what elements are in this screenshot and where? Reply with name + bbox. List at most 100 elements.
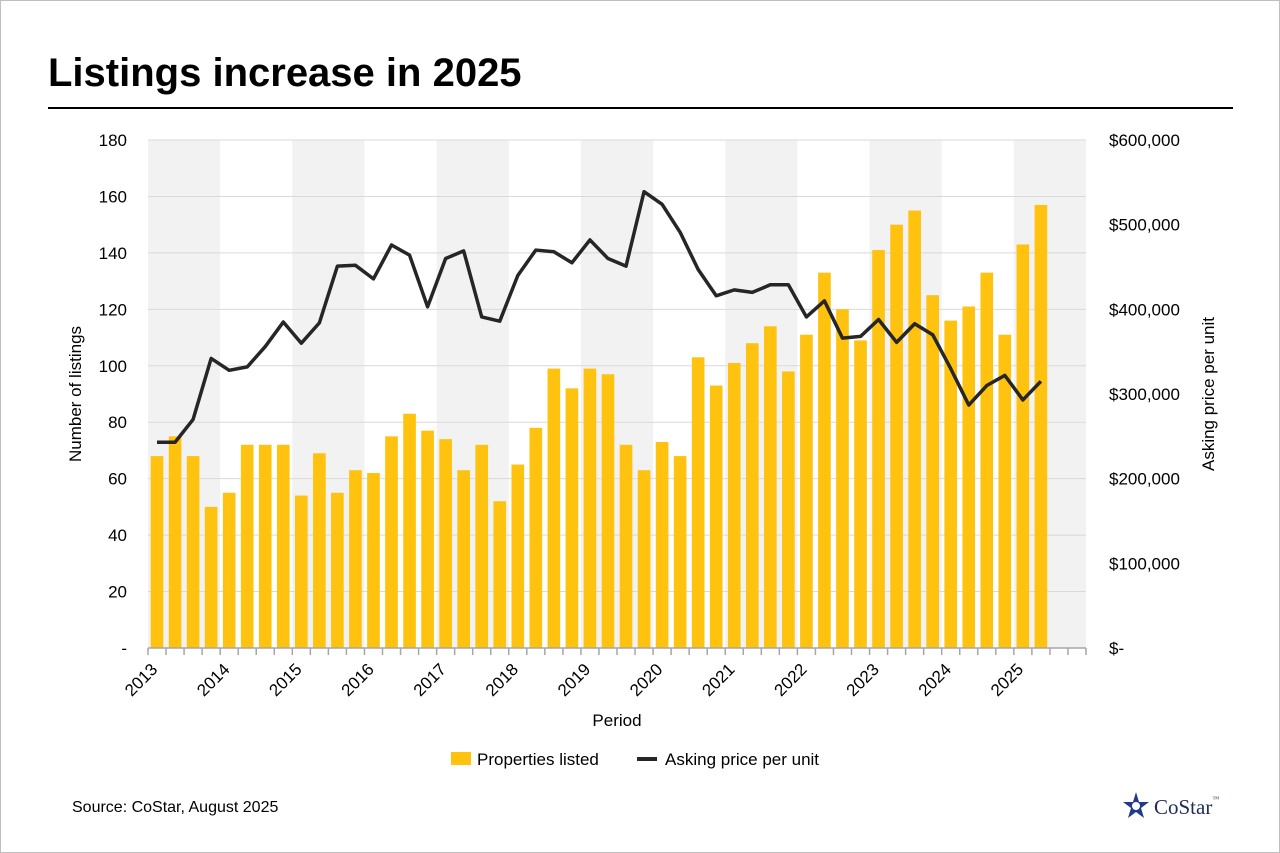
bar [962,306,976,648]
y2-tick-label: $500,000 [1109,216,1180,235]
axes [147,647,1087,655]
bar [764,326,777,648]
legend: Properties listed Asking price per unit [451,750,819,769]
bar [673,456,687,648]
x-tick-label: 2015 [265,660,305,700]
bar [349,470,362,648]
y-tick-label: 40 [108,526,127,545]
y2-tick-label: $- [1109,639,1124,658]
bar [655,441,669,648]
bar [493,501,507,648]
bar [511,464,525,648]
bar [619,444,633,648]
x-tick-label: 2017 [410,660,450,700]
y-tick-label: 160 [99,187,127,206]
bar [313,453,326,648]
y2-tick-label: $300,000 [1109,385,1180,404]
x-tick-label: 2016 [338,660,378,700]
bar [385,436,398,648]
bar [421,430,434,648]
bar [818,272,831,648]
x-tick-label: 2020 [626,660,666,700]
bar [1016,244,1030,648]
costar-star-icon [1123,792,1149,818]
bar [727,362,741,648]
bar [583,368,597,648]
bar [150,456,164,648]
y2-tick-label: $100,000 [1109,554,1180,573]
bar [836,309,849,648]
bar [475,444,489,648]
y-tick-label: 60 [108,470,127,489]
bar [529,427,543,648]
bar [295,495,308,648]
title-divider [48,107,1233,109]
bar [691,357,705,648]
source-note: Source: CoStar, August 2025 [72,799,279,816]
bar [547,368,561,648]
logo-wordmark: CoStar™ [1154,795,1220,819]
price-line [157,189,1043,445]
bar [745,343,759,648]
bar [331,492,344,648]
bar [439,439,452,648]
y-tick-label: 100 [99,357,127,376]
y2-tick-label: $600,000 [1109,131,1180,150]
y-tick-label: 120 [99,300,127,319]
bar [601,374,615,648]
x-tick-label: 2025 [987,660,1027,700]
x-tick-label: 2018 [482,660,522,700]
right-axis-tick-labels: $- $100,000 $200,000 $300,000 $400,000 $500,0… [1109,131,1180,658]
bar [782,371,795,648]
x-tick-label: 2021 [698,660,738,700]
x-tick-label: 2019 [554,660,594,700]
x-tick-label: 2014 [193,660,233,700]
y-tick-label: 80 [108,413,127,432]
bar [637,470,651,648]
bar [457,470,470,648]
line-series-asking-price [156,189,1043,445]
y2-tick-label: $200,000 [1109,470,1180,489]
bar [204,506,218,648]
bar [926,295,939,648]
y-tick-label: 180 [99,131,127,150]
y-tick-label: 20 [108,583,127,602]
x-tick-label: 2013 [121,660,161,700]
bar [276,444,290,648]
left-axis-tick-labels: - 20 40 60 80 100 120 140 160 180 [99,131,127,658]
x-axis-tick-labels: 2013 2014 2015 2016 2017 2018 2019 2020 2021 2022… [121,660,1027,700]
left-axis-title: Number of listings [66,326,85,462]
legend-label-properties-listed: Properties listed [477,750,599,769]
y-tick-label: - [121,639,127,658]
bar [872,250,885,649]
bar-series-properties-listed [150,204,1048,649]
bar [240,444,254,648]
bar [168,436,182,648]
y-tick-label: 140 [99,244,127,263]
bar [980,272,994,648]
bar [186,456,200,648]
y2-tick-label: $400,000 [1109,300,1180,319]
bar [908,210,921,649]
bar [367,473,380,648]
legend-label-asking-price: Asking price per unit [665,750,819,769]
bar [800,334,813,648]
bar [854,340,867,648]
bar [998,334,1012,648]
x-axis-title: Period [592,711,641,730]
x-tick-label: 2022 [771,660,811,700]
bar [1034,204,1048,648]
bar [222,492,236,648]
right-axis-title: Asking price per unit [1199,317,1218,471]
costar-logo: CoStar™ [1121,791,1231,823]
bar [258,444,272,648]
bar [944,320,958,648]
bar [890,224,903,648]
chart-title: Listings increase in 2025 [48,51,522,95]
bar [565,388,579,648]
legend-swatch-properties-listed [451,752,471,765]
x-tick-label: 2023 [843,660,883,700]
x-tick-label: 2024 [915,660,955,700]
